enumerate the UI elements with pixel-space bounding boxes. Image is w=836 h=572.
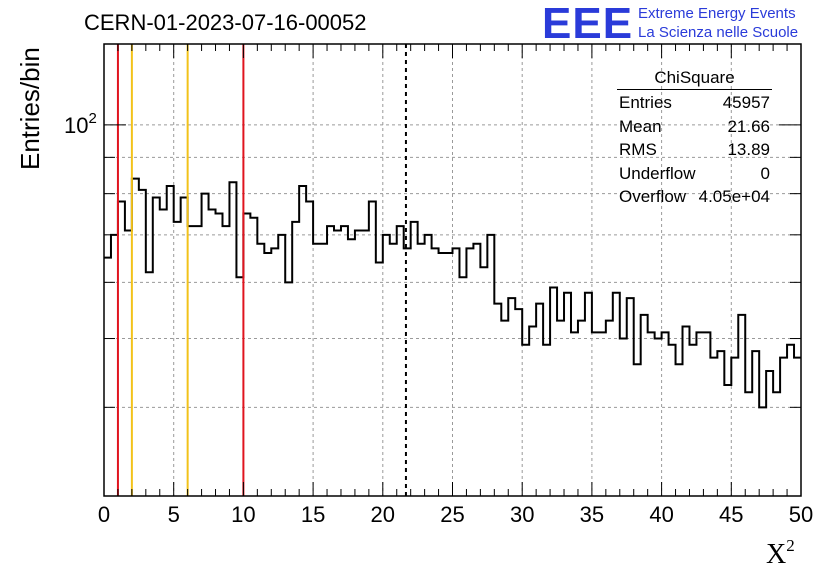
x-tick-label: 25 xyxy=(440,502,464,527)
x-tick-label: 45 xyxy=(719,502,743,527)
histogram-step-line xyxy=(104,177,801,409)
x-tick-label: 35 xyxy=(580,502,604,527)
stats-row-rms: RMS 13.89 xyxy=(617,140,772,164)
y-axis-label: Entries/bin xyxy=(15,47,45,170)
stats-value: 4.05e+04 xyxy=(698,187,770,206)
stats-key: RMS xyxy=(619,140,657,159)
x-tick-label: 20 xyxy=(371,502,395,527)
x-tick-label: 10 xyxy=(231,502,255,527)
eee-logo-mark: EEE xyxy=(542,0,634,48)
stats-title: ChiSquare xyxy=(617,68,772,90)
stats-value: 45957 xyxy=(722,93,770,112)
stats-row-entries: Entries 45957 xyxy=(617,93,772,117)
y-tick-label-sup: 2 xyxy=(88,110,96,127)
logo-line-1: Extreme Energy Events xyxy=(638,5,796,22)
histogram-series xyxy=(104,177,801,409)
x-axis-label: X2 xyxy=(766,536,795,571)
stats-value: 0 xyxy=(760,163,770,183)
stats-key: Mean xyxy=(619,116,662,136)
x-tick-label: 30 xyxy=(510,502,534,527)
stats-key: Entries xyxy=(619,93,672,112)
stats-value: 13.89 xyxy=(727,140,770,159)
stats-row-mean: Mean 21.66 xyxy=(617,117,772,141)
x-tick-label: 5 xyxy=(168,502,180,527)
x-axis-label-base: X xyxy=(766,539,787,570)
grid-lines xyxy=(104,44,801,497)
x-tick-label: 50 xyxy=(789,502,813,527)
x-tick-label: 15 xyxy=(301,502,325,527)
stats-value: 21.66 xyxy=(727,116,770,136)
reference-lines xyxy=(116,44,407,496)
x-axis-label-sup: 2 xyxy=(786,536,795,555)
stats-row-underflow: Underflow 0 xyxy=(617,164,772,188)
stats-box: ChiSquare Entries 45957 Mean 21.66 RMS 13.8… xyxy=(617,68,772,211)
y-tick-label-base: 10 xyxy=(64,113,88,138)
x-tick-label: 0 xyxy=(98,502,110,527)
stats-row-overflow: Overflow 4.05e+04 xyxy=(617,187,772,211)
logo-line-2: La Scienza nelle Scuole xyxy=(638,24,799,41)
run-title: CERN-01-2023-07-16-00052 xyxy=(84,10,367,35)
y-tick-label: 102 xyxy=(64,110,97,138)
stats-key: Underflow xyxy=(619,163,696,183)
stats-key: Overflow xyxy=(619,187,687,206)
x-tick-label: 40 xyxy=(649,502,673,527)
